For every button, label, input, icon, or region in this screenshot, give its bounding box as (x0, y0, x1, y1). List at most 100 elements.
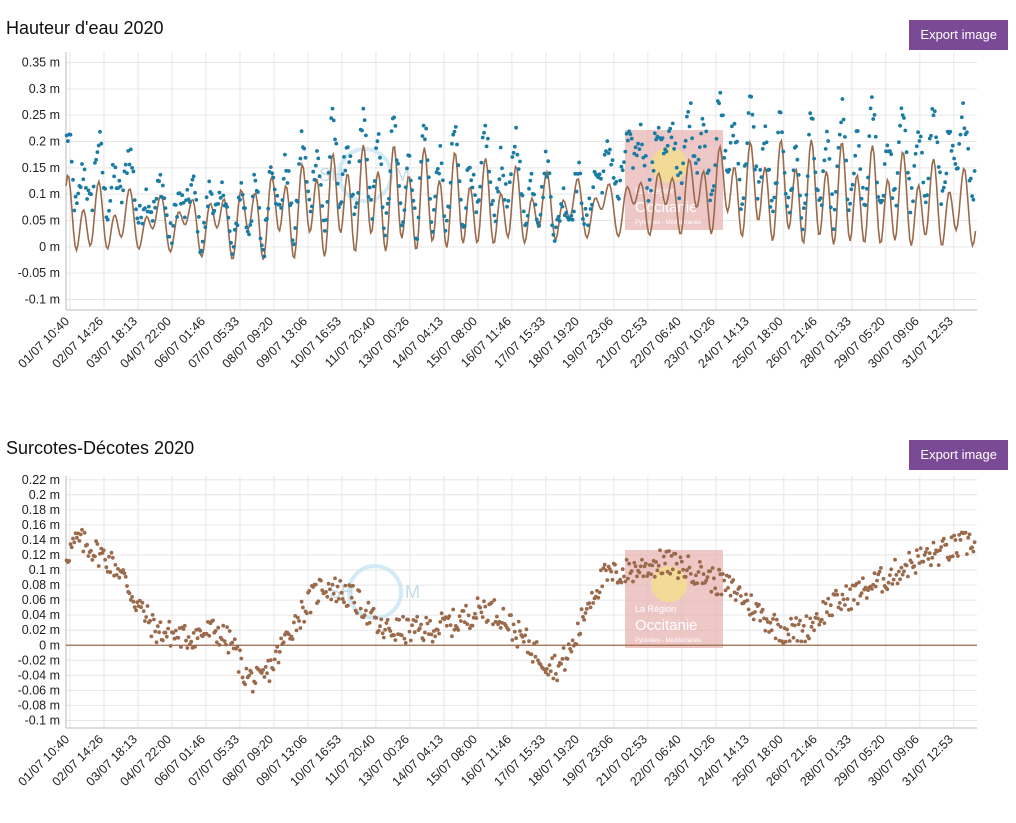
surge-points (64, 527, 977, 694)
surge-point (656, 563, 661, 568)
surge-point (137, 598, 142, 603)
surge-point (342, 600, 346, 605)
observed-point (243, 206, 248, 211)
surge-point (941, 536, 946, 541)
observed-point (464, 206, 468, 210)
surge-point (677, 570, 682, 575)
surge-point (758, 618, 763, 623)
observed-point (180, 193, 185, 198)
observed-point (514, 125, 518, 130)
surge-point (85, 542, 89, 547)
surge-point (101, 548, 106, 553)
observed-point (376, 132, 381, 136)
surge-point (771, 617, 775, 621)
observed-point (471, 172, 476, 177)
observed-point (929, 133, 933, 138)
surge-point (140, 600, 145, 605)
observed-point (750, 112, 755, 117)
observed-point (525, 213, 530, 218)
observed-point (849, 187, 854, 192)
surge-point (565, 657, 570, 661)
surge-point (230, 640, 235, 645)
surge-point (602, 562, 607, 567)
observed-point (68, 132, 73, 137)
surge-point (579, 607, 584, 612)
observed-point (346, 145, 350, 150)
surge-point (433, 634, 438, 639)
observed-point (295, 200, 300, 204)
observed-point (957, 142, 962, 146)
surge-point (301, 605, 305, 610)
surge-point (957, 533, 962, 537)
observed-point (181, 200, 186, 205)
observed-point (158, 172, 163, 177)
surge-point (655, 568, 660, 573)
observed-point (685, 114, 689, 119)
observed-point (429, 220, 434, 225)
observed-point (876, 195, 881, 199)
observed-point (672, 147, 676, 151)
observed-point (538, 212, 543, 217)
surge-point (108, 570, 113, 575)
surge-point (669, 554, 674, 558)
surge-point (667, 549, 671, 553)
observed-point (968, 176, 973, 181)
surge-point (900, 572, 905, 577)
surge-point (687, 565, 692, 570)
observed-point (353, 205, 358, 210)
observed-point (668, 126, 673, 131)
observed-point (622, 160, 626, 165)
observed-point (365, 157, 369, 162)
observed-point (221, 193, 226, 198)
observed-point (958, 132, 963, 137)
observed-point (801, 206, 806, 211)
observed-point (608, 147, 612, 152)
observed-point (135, 216, 140, 221)
surge-point (722, 578, 727, 583)
surge-point (798, 618, 802, 623)
surge-point (913, 571, 918, 575)
y-tick-label: 0.1 m (29, 187, 60, 201)
observed-point (564, 210, 569, 215)
surge-point (926, 557, 931, 561)
surge-point (421, 638, 426, 643)
observed-point (704, 129, 709, 134)
observed-point (966, 146, 971, 151)
observed-point (537, 223, 542, 228)
surge-point (385, 617, 390, 622)
surge-point (195, 636, 200, 641)
surge-point (524, 627, 529, 632)
observed-point (808, 111, 813, 116)
surge-point (947, 558, 951, 562)
observed-point (737, 177, 742, 182)
observed-point (807, 132, 811, 137)
observed-point (708, 198, 712, 203)
surge-point (614, 570, 619, 575)
observed-point (665, 143, 670, 148)
observed-point (899, 106, 904, 111)
surge-point (320, 588, 325, 593)
observed-point (875, 180, 879, 185)
surge-point (588, 605, 593, 610)
observed-point (551, 232, 556, 237)
observed-point (584, 213, 589, 218)
observed-point (313, 163, 318, 168)
surge-point (801, 623, 806, 628)
surge-point (224, 642, 228, 647)
surge-point (239, 656, 244, 661)
surge-point (731, 578, 736, 582)
observed-point (902, 116, 906, 120)
export-image-button[interactable]: Export image (909, 20, 1008, 50)
surge-point (71, 536, 75, 541)
surge-point (661, 554, 666, 559)
observed-point (678, 170, 683, 175)
surge-point (622, 574, 626, 579)
observed-point (149, 210, 154, 215)
export-image-button[interactable]: Export image (909, 440, 1008, 470)
observed-point (356, 191, 360, 195)
observed-point (280, 198, 285, 202)
surge-point (412, 630, 417, 635)
surge-point (486, 618, 490, 623)
surge-point (89, 548, 93, 553)
surge-point (605, 578, 610, 582)
